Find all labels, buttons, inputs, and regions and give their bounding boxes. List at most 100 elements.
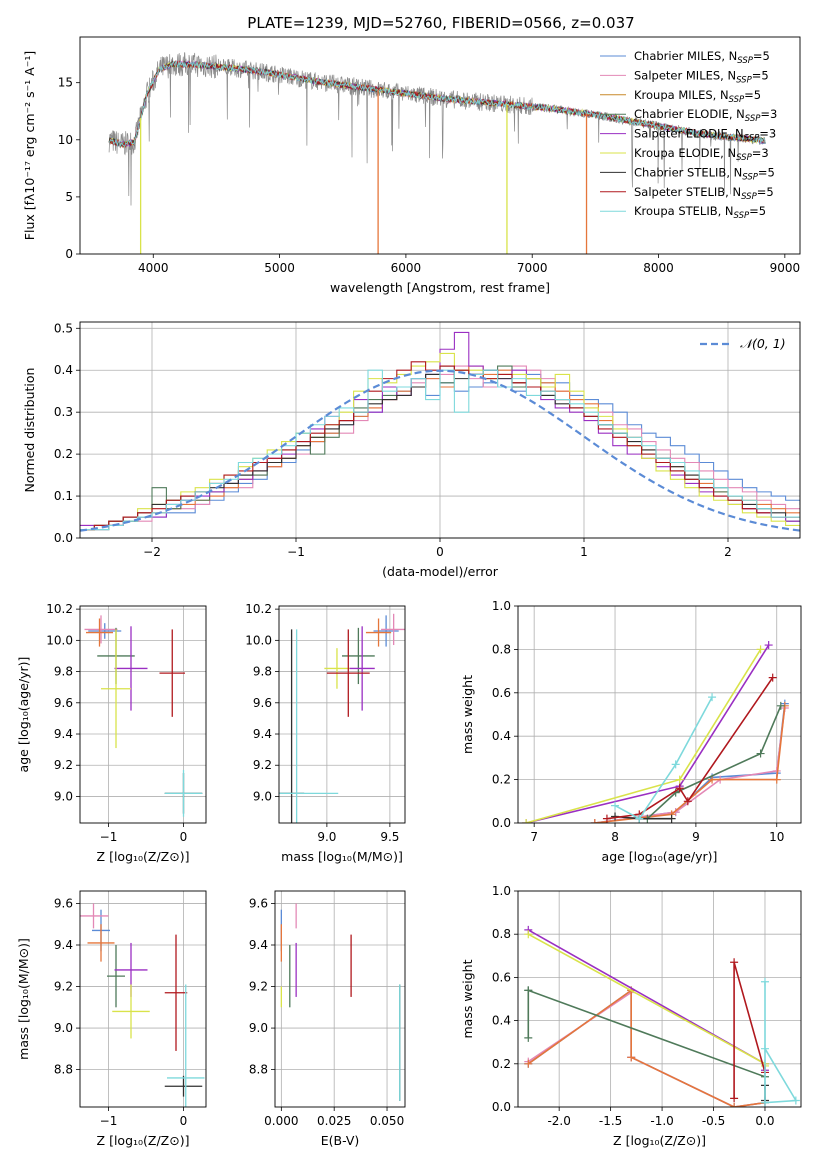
y-axis-label: Normed distribution (22, 368, 37, 493)
x-axis-label: E(B-V) (321, 1133, 360, 1148)
panel-weight_vs_age: 7 8 9 10 0.0 0.2 0.4 0.6 0.8 1.0 age [log₁₀(age/yr… (460, 599, 802, 864)
legend-label-sub: SSP (736, 75, 752, 85)
y-tick-label: 0.8 (492, 642, 511, 656)
y-tick-label: 9.6 (253, 696, 272, 710)
legend-label-text: Salpeter STELIB, N (634, 185, 741, 199)
y-tick-label: 0.4 (492, 1014, 511, 1028)
weight-marker-8 (760, 1098, 769, 1107)
y-axis-label: mass weight (460, 959, 475, 1038)
legend-label-value: =5 (758, 165, 775, 179)
weight-marker-8 (671, 760, 680, 769)
weight-marker-2 (524, 1059, 533, 1068)
x-tick-label: -1.0 (650, 1114, 673, 1128)
weight-marker-6 (667, 814, 676, 823)
x-axis-label: Z [log₁₀(Z/Z⊙)] (613, 1133, 706, 1148)
axes-frame (274, 890, 406, 1108)
y-tick-label: 9.6 (54, 696, 73, 710)
y-tick-label: 9.0 (253, 789, 272, 803)
panel-weight_vs_Z: -2.0 -1.5 -1.0 -0.5 0.0 0.0 0.2 0.4 0.6 0.8 1.0 Z [… (460, 884, 802, 1148)
x-tick-label: 0 (180, 830, 188, 844)
x-tick-label: -2.0 (547, 1114, 570, 1128)
y-tick-label: 10.2 (245, 602, 272, 616)
weight-marker-8 (760, 977, 769, 986)
legend-label-sub: SSP (737, 56, 753, 66)
y-axis-label: mass [log₁₀(M/M⊙)] (16, 938, 31, 1060)
weight-marker-8 (635, 814, 644, 823)
y-tick-label: 0.6 (492, 686, 511, 700)
x-tick-label: 6000 (391, 261, 422, 275)
y-tick-label: 9.8 (54, 665, 73, 679)
plot-area-age_vs_Z (84, 615, 203, 817)
x-tick-label: 2 (724, 545, 732, 559)
weight-marker-2 (590, 819, 599, 823)
y-tick-label: 0.2 (54, 447, 73, 461)
y-tick-label: 9.8 (253, 665, 272, 679)
legend-label-value: =5 (753, 49, 770, 63)
legend-label-sub: SSP (729, 95, 745, 105)
y-tick-label: 9.6 (249, 896, 268, 910)
panel-residuals: −2 −1 0 1 2 0.0 0.1 0.2 0.3 0.4 0.5 (data-model)/er… (22, 321, 801, 579)
legend-label-text: Kroupa STELIB, N (634, 204, 734, 218)
panels: 4000 5000 6000 7000 8000 9000051015wavelength… (16, 36, 802, 1148)
legend-label-value: =3 (760, 107, 777, 121)
x-tick-label: −1 (100, 1114, 118, 1128)
plot-area-residuals (80, 331, 800, 532)
x-axis-label: mass [log₁₀(M/M⊙)] (281, 849, 403, 864)
weight-marker-7 (675, 784, 684, 793)
axes-frame (79, 890, 207, 1108)
weight-marker-3 (524, 1033, 533, 1042)
weight-marker-7 (602, 814, 611, 823)
plot-area-spectrum (108, 52, 767, 254)
weight-marker-8 (611, 801, 620, 810)
legend-label-value: =3 (752, 146, 769, 160)
y-tick-label: 9.0 (249, 1021, 268, 1035)
weight-marker-4 (764, 641, 773, 650)
x-axis-label: Z [log₁₀(Z/Z⊙)] (97, 849, 190, 864)
y-tick-label: 8.8 (249, 1063, 268, 1077)
axes-frame (278, 605, 406, 824)
legend-label-text: Kroupa ELODIE, N (634, 146, 736, 160)
y-tick-label: 0.5 (54, 321, 73, 335)
histogram-step-5 (80, 352, 800, 531)
y-tick-label: 9.4 (253, 727, 272, 741)
panel-age_vs_mass: 9.0 9.5 9.0 9.2 9.4 9.6 9.8 10.0 10.2 mass [log₁₀… (245, 602, 406, 864)
y-tick-label: 9.0 (54, 1021, 73, 1035)
x-tick-label: 8 (611, 830, 619, 844)
x-tick-label: 9 (692, 830, 700, 844)
weight-line-8 (614, 696, 713, 820)
legend-label-1: Salpeter MILES, NSSP=5 (634, 68, 769, 85)
y-tick-label: 0.4 (54, 363, 73, 377)
x-tick-label: 0.0 (755, 1114, 774, 1128)
weight-marker-3 (756, 749, 765, 758)
x-tick-label: 0 (180, 1114, 188, 1128)
weight-marker-2 (730, 1103, 739, 1107)
model-line-8 (108, 60, 766, 147)
legend-label-sub: SSP (736, 153, 752, 163)
legend-label-value: =5 (744, 88, 761, 102)
x-tick-label: 0.050 (370, 1114, 404, 1128)
legend-label-text: Chabrier STELIB, N (634, 165, 742, 179)
x-tick-label: 5000 (264, 261, 295, 275)
y-tick-label: 9.4 (54, 727, 73, 741)
weight-marker-3 (524, 986, 533, 995)
axes-frame (517, 890, 802, 1108)
panel-mass_vs_ebv: 0.000 0.025 0.050 8.8 9.0 9.2 9.4 9.6 E(B-V) (249, 890, 406, 1148)
x-tick-label: -1.5 (599, 1114, 622, 1128)
x-tick-label: −1 (100, 830, 118, 844)
legend-label-value: =5 (752, 68, 769, 82)
y-tick-label: 1.0 (492, 599, 511, 613)
y-tick-label: 1.0 (492, 884, 511, 898)
legend-label-text: Salpeter ELODIE, N (634, 127, 744, 141)
weight-marker-7 (683, 797, 692, 806)
plot-area-weight_vs_age (522, 641, 789, 823)
axes-frame (79, 36, 801, 255)
plot-area-mass_vs_Z (80, 903, 205, 1107)
legend-label-sub: SSP (742, 172, 758, 182)
panel-age_vs_Z: −1 0 9.0 9.2 9.4 9.6 9.8 10.0 10.2 Z [log₁₀(Z/Z⊙)… (16, 602, 207, 864)
panel-spectrum: 4000 5000 6000 7000 8000 9000 0 5 10 15 wavelength… (22, 36, 801, 295)
plot-area-weight_vs_Z (524, 925, 800, 1107)
figure-title: PLATE=1239, MJD=52760, FIBERID=0566, z=0… (247, 14, 634, 32)
y-tick-label: 0.8 (492, 927, 511, 941)
